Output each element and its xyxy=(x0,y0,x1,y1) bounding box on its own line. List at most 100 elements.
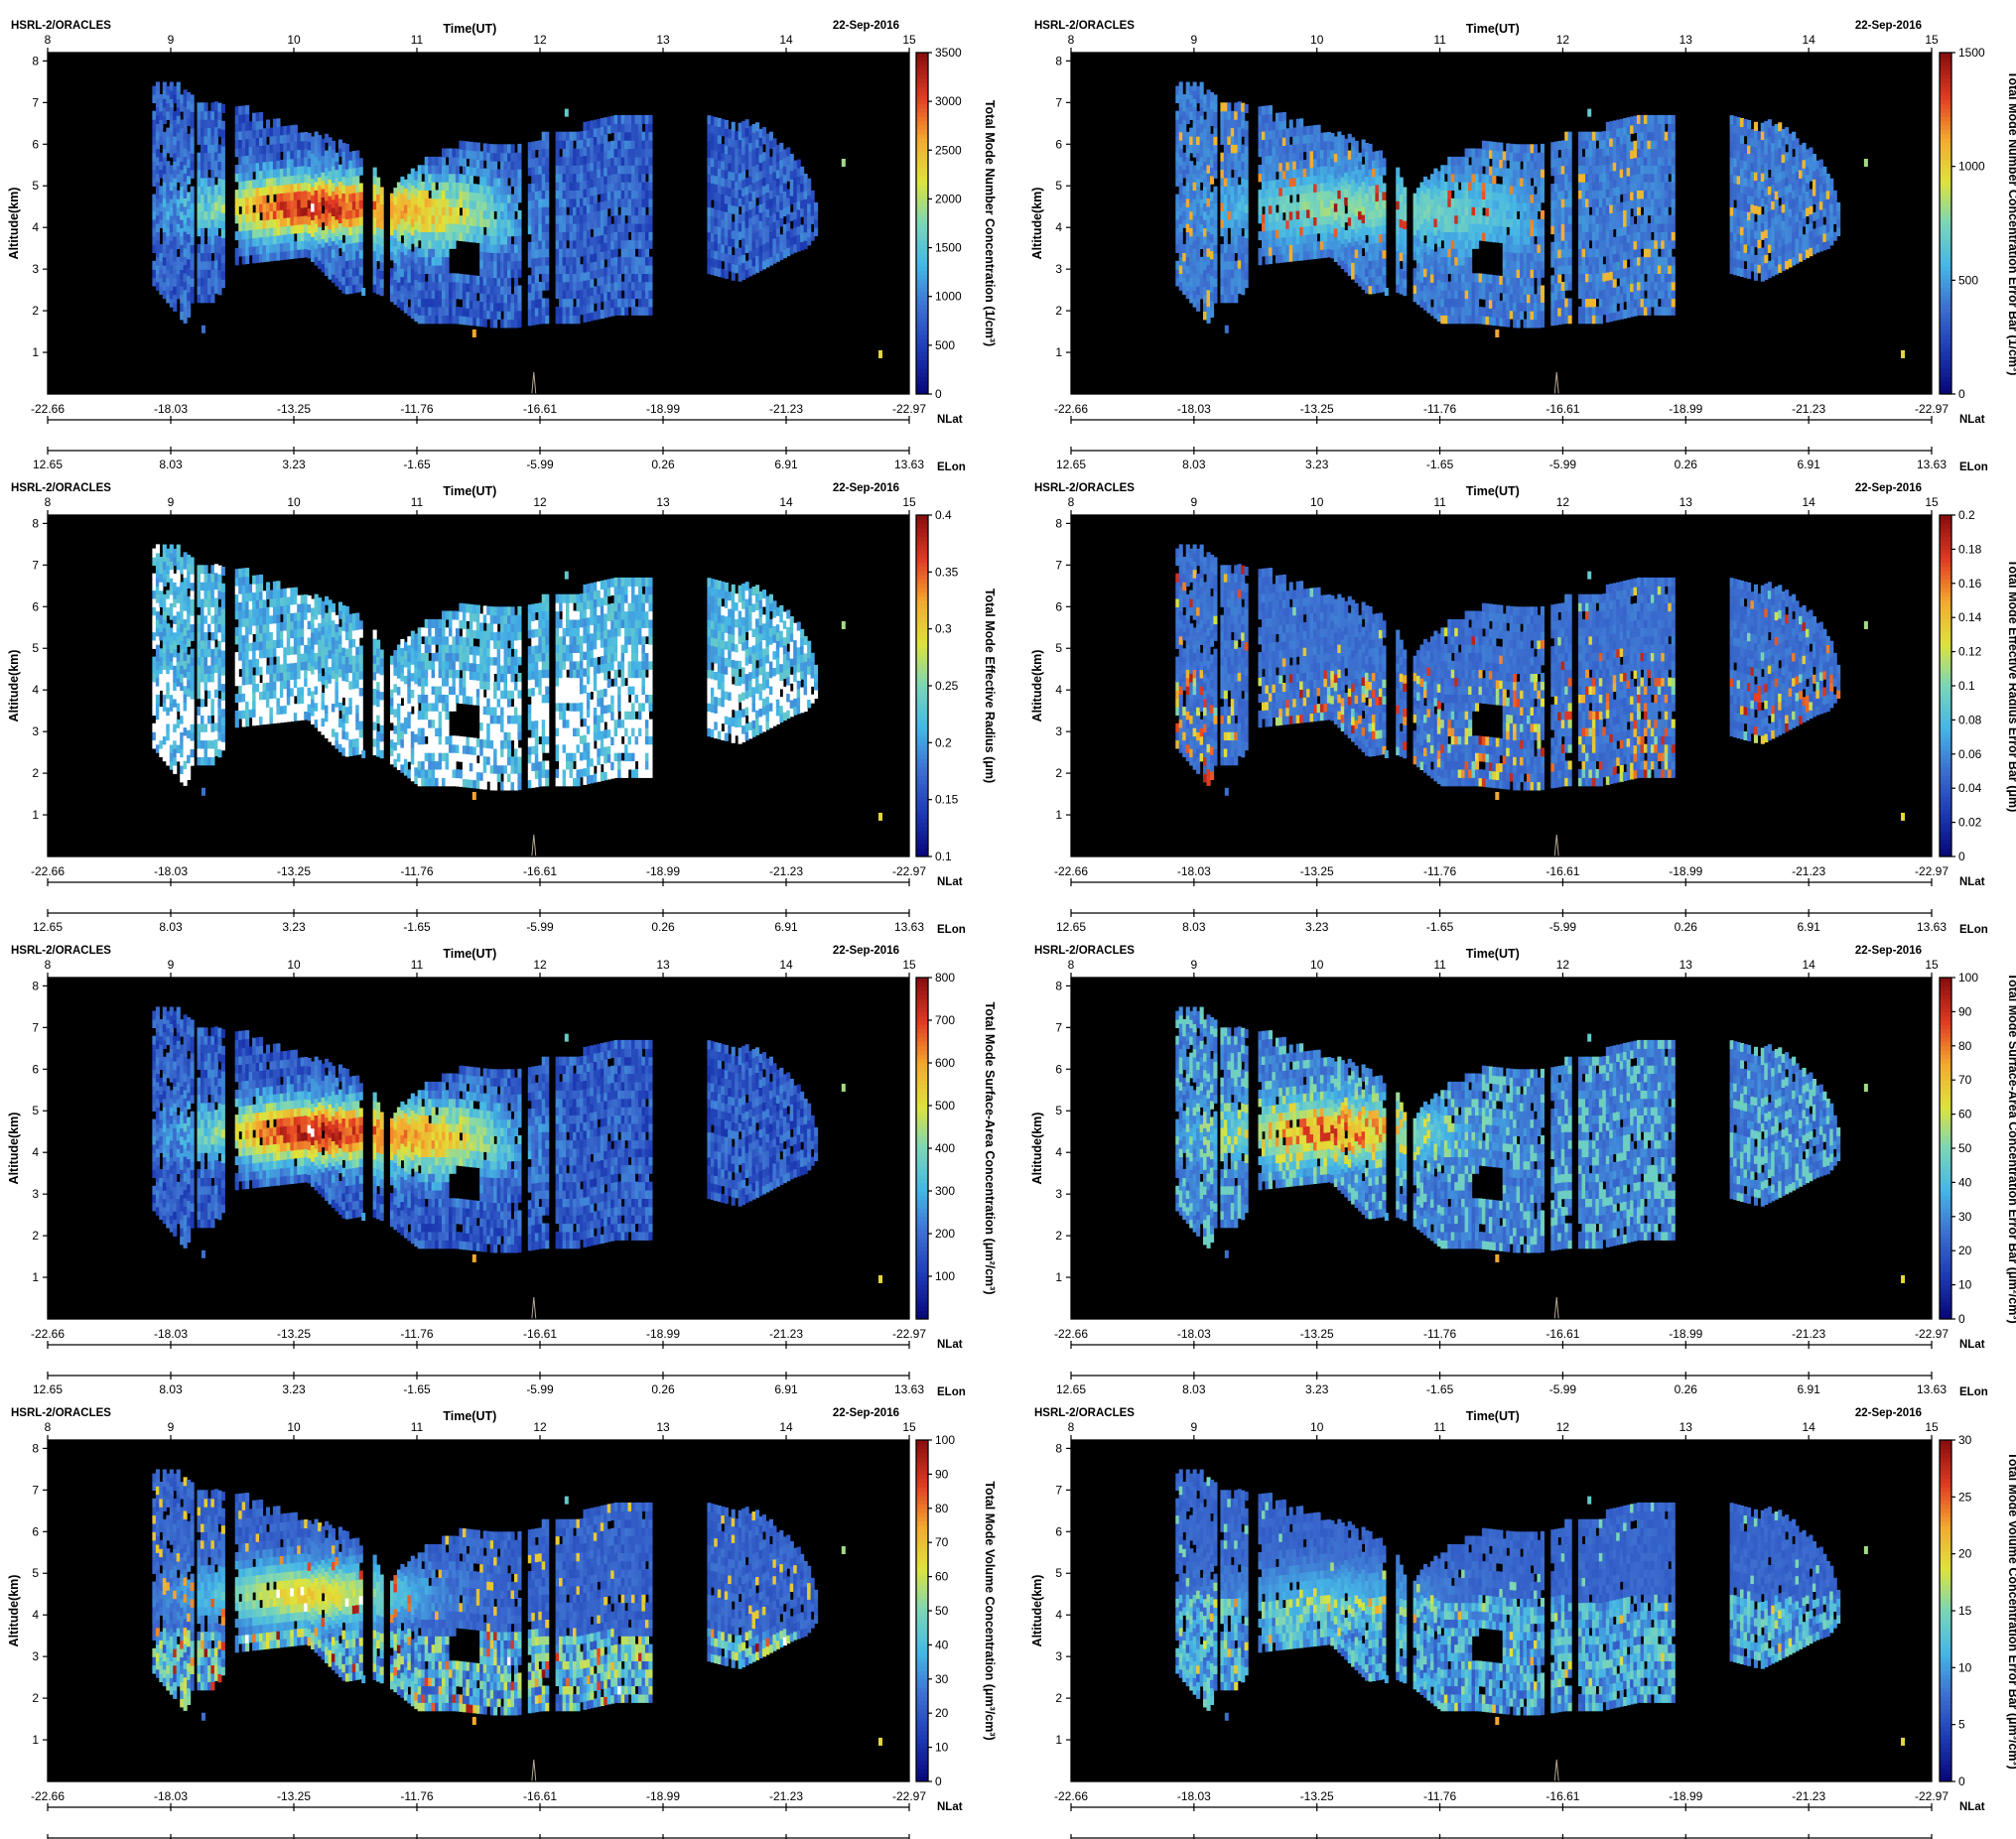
heatmap-cell xyxy=(597,268,602,278)
heatmap-cell xyxy=(1302,185,1307,194)
heatmap-cell xyxy=(210,227,215,237)
heatmap-cell xyxy=(445,256,450,266)
heatmap-cell xyxy=(169,81,174,91)
heatmap-cell xyxy=(469,233,473,243)
heatmap-cell xyxy=(569,248,574,258)
heatmap-cell xyxy=(1223,119,1228,129)
heatmap-cell xyxy=(1178,106,1183,116)
heatmap-cell xyxy=(631,281,636,291)
colorbar-step xyxy=(916,65,928,70)
heatmap-cell xyxy=(201,252,205,262)
heatmap-cell xyxy=(1537,294,1542,304)
heatmap-cell xyxy=(721,210,726,220)
heatmap-cell xyxy=(1288,144,1293,154)
heatmap-cell xyxy=(173,186,178,196)
heatmap-cell xyxy=(1440,214,1445,224)
heatmap-cell xyxy=(644,298,649,308)
heatmap-cell xyxy=(1471,190,1476,199)
heatmap-cell xyxy=(1309,216,1314,226)
heatmap-cell xyxy=(620,197,625,207)
heatmap-cell xyxy=(624,306,629,316)
heatmap-cell xyxy=(538,206,543,216)
heatmap-cell xyxy=(379,245,384,255)
heatmap-cell xyxy=(1258,214,1263,224)
heatmap-cell xyxy=(534,232,539,242)
heatmap-cell xyxy=(1457,273,1462,283)
heatmap-cell xyxy=(180,210,185,220)
heatmap-cell xyxy=(620,148,625,158)
heatmap-cell xyxy=(1440,165,1445,175)
heatmap-cell xyxy=(514,294,519,304)
heatmap-cell xyxy=(1192,182,1197,192)
heatmap-cell xyxy=(644,165,649,175)
heatmap-cell xyxy=(1436,246,1441,255)
heatmap-cell xyxy=(286,216,291,226)
heatmap-cell xyxy=(479,276,484,286)
heatmap-cell xyxy=(1440,197,1445,207)
heatmap-cell xyxy=(810,198,815,208)
heatmap-cell xyxy=(1258,197,1263,207)
heatmap-cell xyxy=(1461,290,1466,300)
heatmap-cell xyxy=(1475,214,1480,224)
heatmap-cell xyxy=(496,152,501,162)
heatmap-cell xyxy=(1365,276,1370,286)
heatmap-cell xyxy=(751,140,756,150)
heatmap-cell xyxy=(641,206,646,216)
heatmap-cell xyxy=(241,155,246,165)
heatmap-cell xyxy=(573,256,578,266)
heatmap-cell xyxy=(255,228,260,238)
heatmap-cell xyxy=(538,223,543,233)
heatmap-cell xyxy=(569,140,574,150)
heatmap-cell xyxy=(755,122,760,132)
heatmap-cell xyxy=(283,159,288,169)
heatmap-cell xyxy=(1333,178,1338,188)
heatmap-cell xyxy=(1378,250,1383,260)
colorbar-step xyxy=(916,133,928,139)
heatmap-cell xyxy=(1492,300,1497,310)
heatmap-cell xyxy=(297,191,302,200)
heatmap-cell xyxy=(604,125,608,135)
heatmap-cell xyxy=(1372,201,1377,211)
heatmap-cell xyxy=(786,230,791,240)
heatmap-cell xyxy=(1378,199,1383,209)
heatmap-cell xyxy=(486,201,491,211)
heatmap-cell xyxy=(449,306,454,316)
heatmap-cell xyxy=(1220,227,1225,237)
heatmap-cell xyxy=(1509,285,1514,295)
heatmap-cell xyxy=(814,218,819,228)
heatmap-cell xyxy=(400,209,405,219)
heatmap-cell xyxy=(1378,275,1383,285)
heatmap-cell xyxy=(372,184,377,194)
heatmap-cell xyxy=(266,127,271,137)
heatmap-cell xyxy=(579,139,584,149)
heatmap-cell xyxy=(344,201,349,211)
heatmap-cell xyxy=(1178,89,1183,99)
heatmap-cell xyxy=(1299,218,1304,227)
heatmap-cell xyxy=(748,259,753,268)
heatmap-cell xyxy=(624,248,629,258)
heatmap-cell xyxy=(469,224,473,234)
heatmap-cell xyxy=(314,182,319,191)
heatmap-cell xyxy=(414,171,419,181)
heatmap-cell xyxy=(489,152,494,162)
heatmap-cell xyxy=(510,194,515,203)
heatmap-cell xyxy=(203,119,208,129)
heatmap-cell xyxy=(210,161,215,171)
heatmap-cell xyxy=(728,203,733,213)
heatmap-cell xyxy=(755,155,760,165)
heatmap-cell xyxy=(573,273,578,283)
heatmap-cell xyxy=(1189,252,1194,262)
heatmap-cell xyxy=(1468,248,1473,258)
heatmap-cell xyxy=(758,162,763,172)
heatmap-cell xyxy=(325,208,330,218)
heatmap-cell xyxy=(555,182,560,191)
heatmap-cell xyxy=(272,235,277,245)
heatmap-cell xyxy=(307,166,312,176)
heatmap-cell xyxy=(1210,199,1215,209)
heatmap-cell xyxy=(531,241,536,251)
heatmap-cell xyxy=(1516,177,1521,187)
heatmap-cell xyxy=(1199,282,1204,291)
heatmap-cell xyxy=(245,130,250,140)
heatmap-cell xyxy=(1313,224,1318,234)
heatmap-cell xyxy=(751,182,756,192)
